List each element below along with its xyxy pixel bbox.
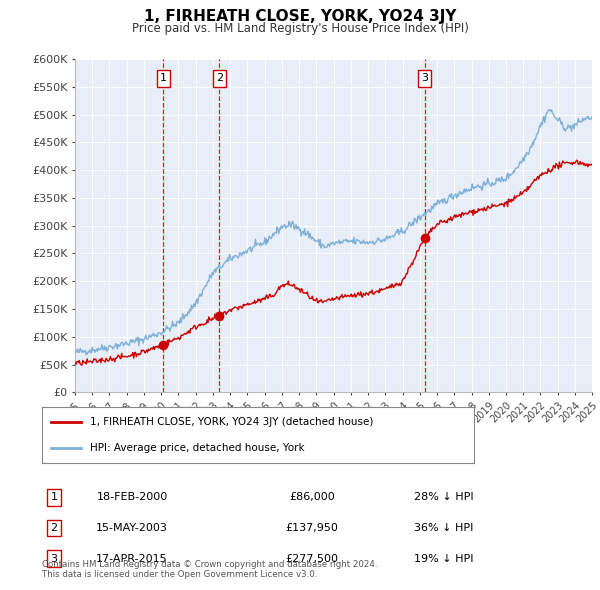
- Text: £137,950: £137,950: [286, 523, 338, 533]
- Text: 36% ↓ HPI: 36% ↓ HPI: [415, 523, 473, 533]
- Text: 1: 1: [160, 73, 167, 83]
- Text: 15-MAY-2003: 15-MAY-2003: [96, 523, 168, 533]
- Text: Price paid vs. HM Land Registry's House Price Index (HPI): Price paid vs. HM Land Registry's House …: [131, 22, 469, 35]
- Text: 17-APR-2015: 17-APR-2015: [96, 554, 168, 563]
- Text: 28% ↓ HPI: 28% ↓ HPI: [414, 493, 474, 502]
- Text: £277,500: £277,500: [286, 554, 338, 563]
- Text: 2: 2: [216, 73, 223, 83]
- Text: 3: 3: [421, 73, 428, 83]
- Text: 3: 3: [50, 554, 58, 563]
- Text: 1: 1: [50, 493, 58, 502]
- Text: 18-FEB-2000: 18-FEB-2000: [97, 493, 167, 502]
- Text: 1, FIRHEATH CLOSE, YORK, YO24 3JY (detached house): 1, FIRHEATH CLOSE, YORK, YO24 3JY (detac…: [89, 417, 373, 427]
- Text: HPI: Average price, detached house, York: HPI: Average price, detached house, York: [89, 443, 304, 453]
- Text: 1, FIRHEATH CLOSE, YORK, YO24 3JY: 1, FIRHEATH CLOSE, YORK, YO24 3JY: [144, 9, 456, 24]
- Text: Contains HM Land Registry data © Crown copyright and database right 2024.
This d: Contains HM Land Registry data © Crown c…: [42, 560, 377, 579]
- Text: £86,000: £86,000: [289, 493, 335, 502]
- Text: 19% ↓ HPI: 19% ↓ HPI: [414, 554, 474, 563]
- Text: 2: 2: [50, 523, 58, 533]
